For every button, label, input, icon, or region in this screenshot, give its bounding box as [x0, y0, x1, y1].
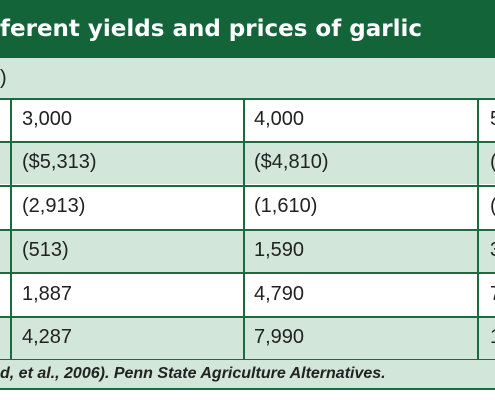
table-cell: 1,590: [254, 239, 305, 261]
table-cell: 3,000: [22, 108, 73, 130]
table-row: 4,287 7,990 1: [0, 316, 495, 359]
row-divider: [0, 272, 495, 274]
row-divider: [0, 316, 495, 318]
table-row: (2,913) (1,610) (: [0, 185, 495, 228]
source-note-text: d, et al., 2006). Penn State Agriculture…: [0, 365, 386, 382]
table-cell: 4,287: [22, 326, 73, 348]
table-cell: (: [490, 185, 495, 228]
table-row: 3,000 4,000 5: [0, 98, 495, 141]
table-cell: 3: [490, 229, 495, 272]
table-cell: 1: [490, 316, 495, 359]
table-cell: 4,790: [254, 283, 305, 305]
table-cell: (2,913): [22, 195, 86, 217]
table-cell: 1,887: [22, 283, 73, 305]
table-cell: 7: [490, 273, 495, 316]
table-cell: 4,000: [254, 108, 305, 130]
column-divider: [477, 98, 479, 360]
table-row: ($5,313) ($4,810) (: [0, 141, 495, 184]
table-row: 1,887 4,790 7: [0, 273, 495, 316]
table-subheader-text: ): [0, 67, 7, 89]
table-cell: (1,610): [254, 195, 318, 217]
table-title: ferent yields and prices of garlic: [0, 16, 422, 42]
table-cell: ($5,313): [22, 151, 97, 173]
table-row: (513) 1,590 3: [0, 229, 495, 272]
table-subheader: ): [0, 58, 495, 98]
row-divider: [0, 229, 495, 231]
source-note: d, et al., 2006). Penn State Agriculture…: [0, 360, 495, 388]
row-divider: [0, 141, 495, 143]
row-divider: [0, 98, 495, 100]
table-cell: (: [490, 141, 495, 184]
column-divider: [10, 98, 12, 360]
bottom-rule: [0, 388, 495, 390]
table-cell: 5: [490, 98, 495, 141]
table-cell: 7,990: [254, 326, 305, 348]
table-cell: (513): [22, 239, 69, 261]
row-divider: [0, 185, 495, 187]
table-cell: ($4,810): [254, 151, 329, 173]
column-divider: [243, 98, 245, 360]
table-body: 3,000 4,000 5 ($5,313) ($4,810) ( (2,913…: [0, 98, 495, 360]
table-title-bar: ferent yields and prices of garlic: [0, 0, 495, 58]
